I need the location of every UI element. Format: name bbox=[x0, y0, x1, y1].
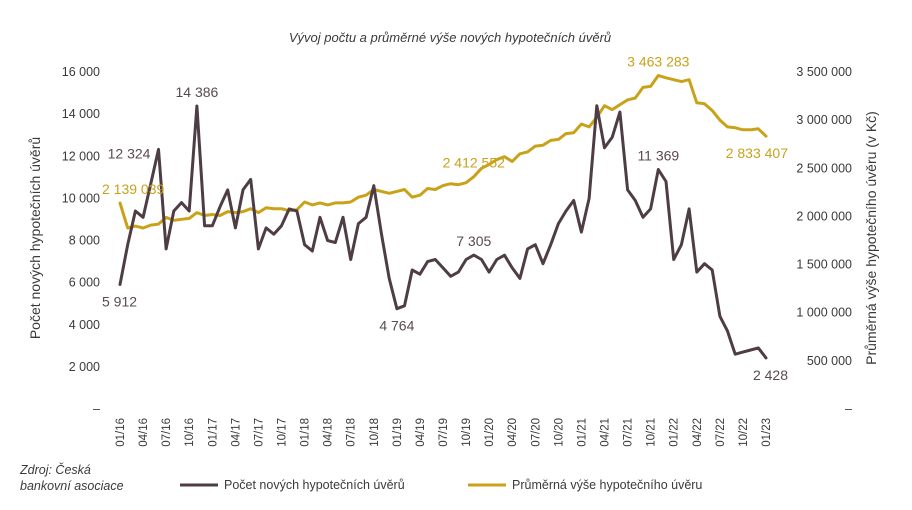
left-axis-ticks: – 2 000 4 000 6 000 8 000 10 000 12 000 14 000 1… bbox=[62, 65, 100, 416]
data-label: 2 412 552 bbox=[443, 155, 505, 171]
left-tick-label: – bbox=[93, 402, 100, 416]
series-lines bbox=[118, 74, 768, 360]
right-tick-label: 3 000 000 bbox=[796, 113, 852, 127]
x-tick-label: 07/16 bbox=[161, 418, 173, 447]
x-tick-label: 01/20 bbox=[484, 418, 496, 447]
right-tick-label: – bbox=[845, 402, 852, 416]
right-tick-label: 1 000 000 bbox=[796, 306, 852, 320]
left-axis-title: Počet nových hypotečních úvěrů bbox=[27, 137, 43, 339]
right-axis-ticks: – 500 000 1 000 000 1 500 000 2 000 000 2 500… bbox=[796, 65, 852, 416]
legend-label-average: Průměrná výše hypotečního úvěru bbox=[512, 478, 702, 492]
left-tick-label: 2 000 bbox=[69, 360, 100, 374]
right-tick-label: 2 000 000 bbox=[796, 209, 852, 223]
x-tick-label: 04/19 bbox=[415, 418, 427, 447]
x-tick-label: 10/16 bbox=[184, 418, 196, 447]
x-tick-label: 01/19 bbox=[392, 418, 404, 447]
right-axis-title: Průměrná výše hypotečního úvěru (v Kč) bbox=[863, 111, 879, 365]
data-label: 2 428 bbox=[753, 367, 788, 383]
x-tick-label: 07/22 bbox=[715, 418, 727, 447]
data-label: 12 324 bbox=[108, 145, 151, 161]
right-tick-label: 500 000 bbox=[807, 354, 852, 368]
x-tick-label: 01/22 bbox=[669, 418, 681, 447]
left-tick-label: 10 000 bbox=[62, 191, 100, 205]
x-tick-label: 07/19 bbox=[438, 418, 450, 447]
chart-title: Vývoj počtu a průměrné výše nových hypot… bbox=[289, 30, 611, 45]
series-line-count bbox=[118, 104, 768, 360]
data-label: 5 912 bbox=[102, 293, 137, 309]
data-label: 4 764 bbox=[379, 318, 414, 334]
right-tick-label: 3 500 000 bbox=[796, 65, 852, 79]
legend-label-count: Počet nových hypotečních úvěrů bbox=[224, 478, 405, 492]
x-tick-label: 07/18 bbox=[346, 418, 358, 447]
x-tick-label: 01/16 bbox=[115, 418, 127, 447]
data-label: 2 139 039 bbox=[102, 181, 164, 197]
x-tick-label: 07/20 bbox=[530, 418, 542, 447]
series-line-average bbox=[118, 74, 768, 230]
legend: Počet nových hypotečních úvěrů Průměrná … bbox=[180, 478, 702, 492]
left-tick-label: 14 000 bbox=[62, 107, 100, 121]
x-tick-label: 04/18 bbox=[323, 418, 335, 447]
left-tick-label: 8 000 bbox=[69, 234, 100, 248]
data-label: 14 386 bbox=[175, 84, 218, 100]
left-tick-label: 6 000 bbox=[69, 276, 100, 290]
x-tick-label: 10/19 bbox=[461, 418, 473, 447]
x-tick-label: 04/20 bbox=[507, 418, 519, 447]
data-labels: 5 912 12 324 14 386 4 764 7 305 11 369 2 428 2 … bbox=[102, 54, 788, 383]
x-tick-label: 07/21 bbox=[623, 418, 635, 447]
x-tick-label: 01/21 bbox=[576, 418, 588, 447]
data-label: 11 369 bbox=[637, 148, 679, 164]
x-tick-label: 10/21 bbox=[646, 418, 658, 447]
x-tick-label: 10/22 bbox=[738, 418, 750, 447]
x-tick-label: 10/20 bbox=[553, 418, 565, 447]
x-tick-label: 07/17 bbox=[253, 418, 265, 447]
x-tick-label: 04/17 bbox=[230, 418, 242, 447]
x-tick-label: 04/16 bbox=[138, 418, 150, 447]
right-tick-label: 1 500 000 bbox=[796, 258, 852, 272]
data-label: 3 463 283 bbox=[627, 54, 689, 70]
left-tick-label: 16 000 bbox=[62, 65, 100, 79]
x-tick-label: 10/18 bbox=[369, 418, 381, 447]
data-label: 2 833 407 bbox=[726, 145, 788, 161]
x-tick-label: 10/17 bbox=[277, 418, 289, 447]
x-tick-label: 04/21 bbox=[600, 418, 612, 447]
source-note: Zdroj: Česká bankovní asociace bbox=[19, 462, 124, 493]
x-tick-label: 04/22 bbox=[692, 418, 704, 447]
x-axis-ticks: 01/16 04/16 07/16 10/16 01/17 04/17 07/17 10/17… bbox=[115, 418, 773, 447]
x-tick-label: 01/18 bbox=[300, 418, 312, 447]
x-tick-label: 01/23 bbox=[761, 418, 773, 447]
data-label: 7 305 bbox=[456, 233, 491, 249]
left-tick-label: 4 000 bbox=[69, 318, 100, 332]
x-tick-label: 01/17 bbox=[207, 418, 219, 447]
right-tick-label: 2 500 000 bbox=[796, 161, 852, 175]
left-tick-label: 12 000 bbox=[62, 149, 100, 163]
